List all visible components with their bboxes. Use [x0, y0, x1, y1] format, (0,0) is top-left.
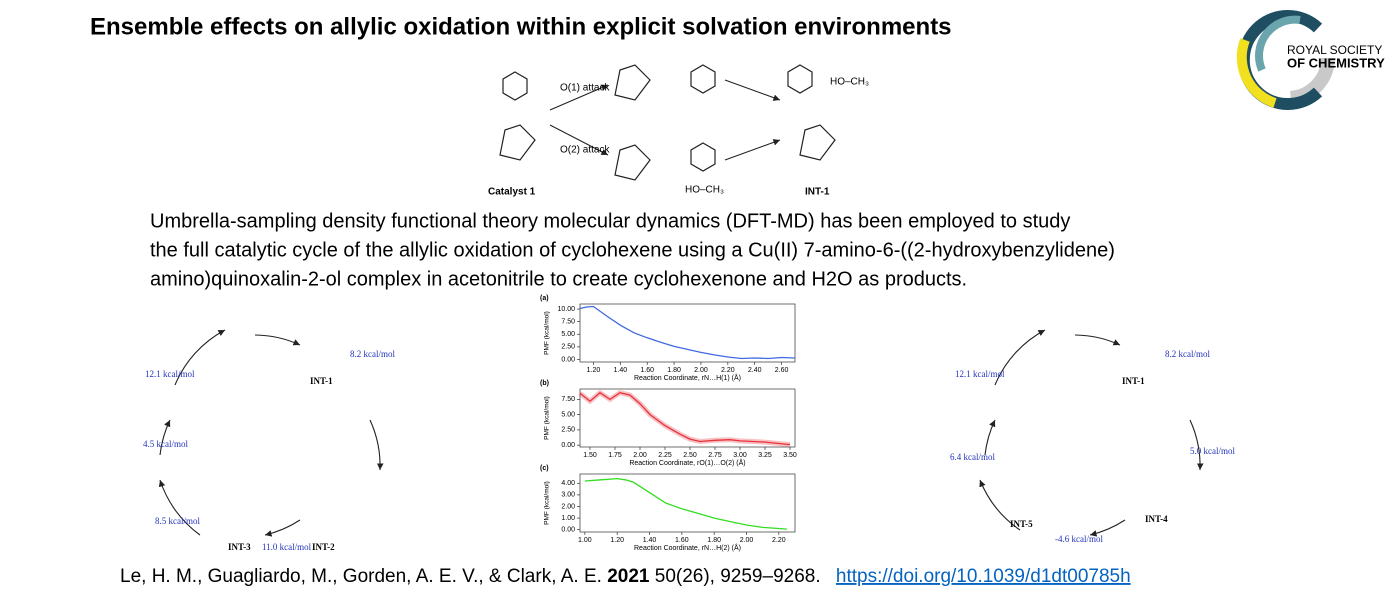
y-tick-label: 4.00 — [561, 480, 575, 487]
y-tick-label: 3.00 — [561, 492, 575, 499]
y-tick-label: 10.00 — [557, 306, 575, 313]
x-tick-label: 2.40 — [748, 367, 762, 374]
x-tick-label: 3.50 — [783, 452, 797, 459]
pmf-chart: (c) Reaction Coordinate, rN…H(2) (Å) PMF (… — [540, 465, 796, 552]
left-cycle: 12.1 kcal/mol 8.2 kcal/mol 4.5 kcal/mol … — [143, 329, 395, 552]
x-axis-label: Reaction Coordinate, rN…H(1) (Å) — [634, 373, 741, 382]
y-tick-label: 5.00 — [561, 331, 575, 338]
y-tick-label: 0.00 — [561, 442, 575, 449]
int-label: INT-5 — [1010, 519, 1033, 529]
y-tick-label: 7.50 — [561, 396, 575, 403]
x-tick-label: 2.00 — [694, 367, 708, 374]
y-tick-label: 0.00 — [561, 527, 575, 534]
scheme-label: O(2) attack — [560, 145, 610, 156]
citation: Le, H. M., Guagliardo, M., Gorden, A. E.… — [120, 566, 1131, 587]
scheme-label: O(1) attack — [560, 83, 610, 94]
x-tick-label: 1.75 — [608, 452, 622, 459]
paragraph-line: Umbrella-sampling density functional the… — [150, 210, 1070, 232]
y-tick-label: 5.00 — [561, 411, 575, 418]
citation-year: 2021 — [607, 566, 650, 587]
x-tick-label: 1.50 — [583, 452, 597, 459]
y-tick-label: 2.50 — [561, 344, 575, 351]
x-tick-label: 1.60 — [675, 537, 689, 544]
x-tick-label: 1.00 — [578, 537, 592, 544]
citation-authors: Le, H. M., Guagliardo, M., Gorden, A. E.… — [120, 566, 602, 587]
energy-label: -4.6 kcal/mol — [1055, 534, 1103, 544]
int-label: INT-4 — [1145, 514, 1168, 524]
paragraph-line: the full catalytic cycle of the allylic … — [150, 239, 1115, 261]
x-tick-label: 1.20 — [587, 367, 601, 374]
scheme-label: HO–CH₃ — [830, 77, 869, 88]
y-tick-label: 2.00 — [561, 503, 575, 510]
energy-label: 6.4 kcal/mol — [950, 452, 995, 462]
plot-frame — [579, 473, 796, 533]
panel-label: (c) — [540, 465, 549, 472]
plot-frame — [579, 388, 796, 448]
pmf-line — [584, 477, 787, 530]
scheme-label: Catalyst 1 — [488, 187, 536, 198]
x-tick-label: 2.00 — [740, 537, 754, 544]
x-tick-label: 2.20 — [721, 367, 735, 374]
right-cycle: 12.1 kcal/mol 8.2 kcal/mol 5.0 kcal/mol … — [950, 329, 1235, 544]
x-tick-label: 2.60 — [775, 367, 789, 374]
x-tick-label: 1.80 — [707, 537, 721, 544]
reaction-scheme: O(1) attack O(2) attack Catalyst 1 INT-1… — [488, 64, 869, 198]
int-label: INT-3 — [228, 542, 251, 552]
pmf-chart: (b) Reaction Coordinate, rO(1)…O(2) (Å) PM… — [540, 380, 797, 467]
x-tick-label: 2.50 — [683, 452, 697, 459]
x-axis-label: Reaction Coordinate, rN…H(2) (Å) — [634, 543, 741, 552]
y-axis-label: PMF (kcal/mol) — [544, 481, 551, 525]
y-tick-label: 7.50 — [561, 318, 575, 325]
pmf-chart: (a) Reaction Coordinate, rN…H(1) (Å) PMF (… — [540, 295, 796, 382]
pmf-line — [579, 305, 796, 360]
scheme-label: INT-1 — [805, 187, 830, 198]
logo-text: OF CHEMISTRY — [1287, 55, 1385, 70]
y-axis-label: PMF (kcal/mol) — [544, 396, 551, 440]
x-tick-label: 1.20 — [610, 537, 624, 544]
y-axis-label: PMF (kcal/mol) — [544, 311, 551, 355]
x-axis-label: Reaction Coordinate, rO(1)…O(2) (Å) — [629, 458, 745, 467]
energy-label: 11.0 kcal/mol — [262, 542, 312, 552]
x-tick-label: 2.25 — [658, 452, 672, 459]
citation-details: 50(26), 9259–9268. — [655, 566, 821, 587]
energy-label: 12.1 kcal/mol — [145, 369, 195, 379]
logo: ROYAL SOCIETY OF CHEMISTRY — [1236, 10, 1385, 110]
pmf-line — [579, 391, 791, 446]
energy-label: 8.5 kcal/mol — [155, 516, 200, 526]
y-tick-label: 2.50 — [561, 427, 575, 434]
x-tick-label: 1.40 — [614, 367, 628, 374]
citation-link[interactable]: https://doi.org/10.1039/d1dt00785h — [836, 566, 1131, 587]
energy-label: 5.0 kcal/mol — [1190, 446, 1235, 456]
panel-label: (a) — [540, 295, 549, 302]
energy-label: 12.1 kcal/mol — [955, 369, 1005, 379]
x-tick-label: 1.60 — [640, 367, 654, 374]
paragraph-line: amino)quinoxalin-2-ol complex in acetoni… — [150, 268, 967, 290]
x-tick-label: 3.25 — [758, 452, 772, 459]
x-tick-label: 2.75 — [708, 452, 722, 459]
energy-label: 4.5 kcal/mol — [143, 439, 188, 449]
slide-title: Ensemble effects on allylic oxidation wi… — [90, 13, 952, 40]
int-label: INT-2 — [312, 542, 335, 552]
plot-frame — [579, 303, 796, 363]
logo-text: ROYAL SOCIETY — [1287, 43, 1382, 57]
x-tick-label: 2.00 — [633, 452, 647, 459]
x-tick-label: 1.40 — [643, 537, 657, 544]
energy-label: 8.2 kcal/mol — [1165, 349, 1210, 359]
x-tick-label: 2.20 — [772, 537, 786, 544]
y-tick-label: 1.00 — [561, 515, 575, 522]
scheme-label: HO–CH₃ — [685, 185, 724, 196]
x-tick-label: 3.00 — [733, 452, 747, 459]
int-label: INT-1 — [1122, 376, 1145, 386]
int-label: INT-1 — [310, 376, 333, 386]
panel-label: (b) — [540, 380, 549, 387]
y-tick-label: 0.00 — [561, 356, 575, 363]
energy-label: 8.2 kcal/mol — [350, 349, 395, 359]
x-tick-label: 1.80 — [667, 367, 681, 374]
